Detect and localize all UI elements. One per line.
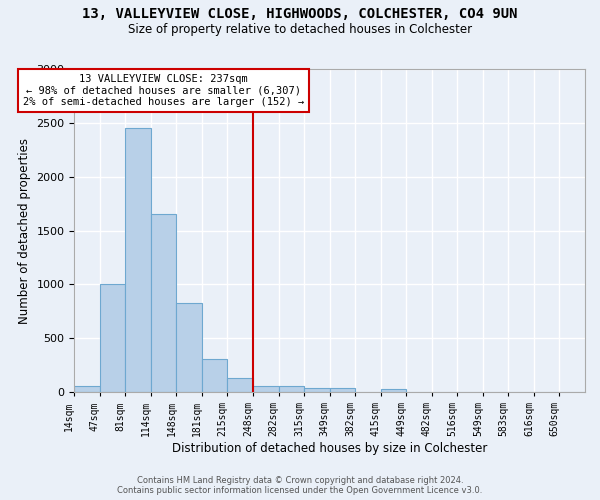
Bar — [176, 303, 202, 392]
Text: Contains HM Land Registry data © Crown copyright and database right 2024.
Contai: Contains HM Land Registry data © Crown c… — [118, 476, 482, 495]
Bar — [381, 389, 406, 392]
X-axis label: Distribution of detached houses by size in Colchester: Distribution of detached houses by size … — [172, 442, 487, 455]
Bar — [227, 378, 253, 392]
Bar — [202, 359, 227, 392]
Y-axis label: Number of detached properties: Number of detached properties — [18, 138, 31, 324]
Bar — [125, 128, 151, 392]
Text: Size of property relative to detached houses in Colchester: Size of property relative to detached ho… — [128, 22, 472, 36]
Bar — [151, 214, 176, 392]
Bar — [100, 284, 125, 392]
Text: 13 VALLEYVIEW CLOSE: 237sqm
← 98% of detached houses are smaller (6,307)
2% of s: 13 VALLEYVIEW CLOSE: 237sqm ← 98% of det… — [23, 74, 304, 107]
Bar — [304, 388, 329, 392]
Bar — [278, 386, 304, 392]
Bar — [253, 386, 278, 392]
Text: 13, VALLEYVIEW CLOSE, HIGHWOODS, COLCHESTER, CO4 9UN: 13, VALLEYVIEW CLOSE, HIGHWOODS, COLCHES… — [82, 8, 518, 22]
Bar — [329, 388, 355, 392]
Bar — [74, 386, 100, 392]
